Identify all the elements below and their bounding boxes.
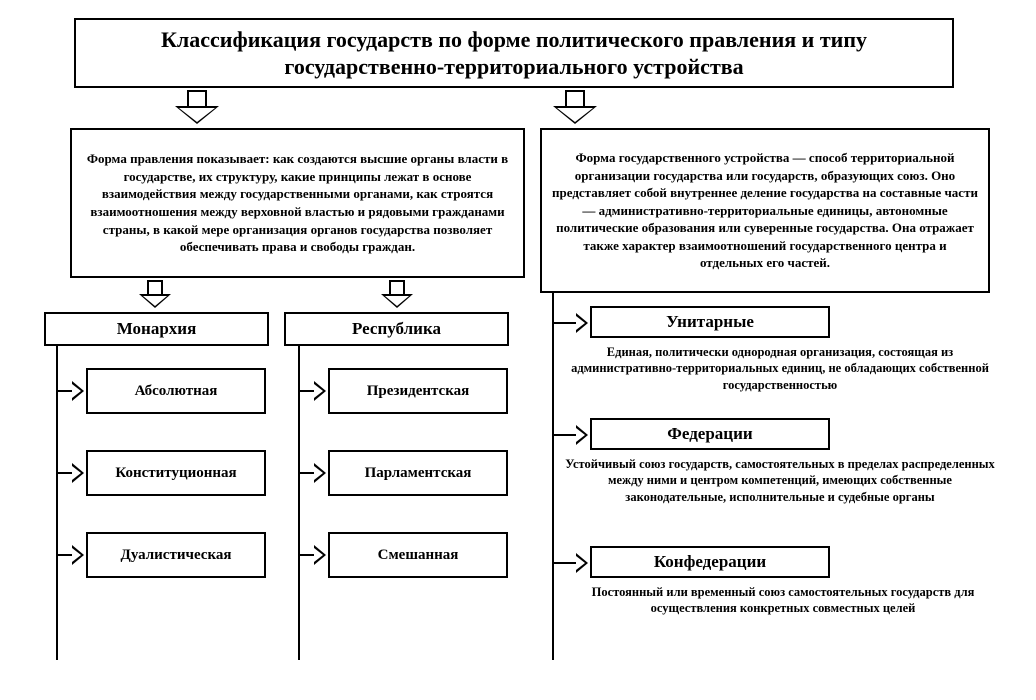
branch-monarchy: Монархия: [44, 312, 269, 346]
republic-item-label: Парламентская: [365, 465, 472, 482]
connector-line: [552, 293, 554, 660]
arrow-down-icon: [381, 294, 413, 308]
arrow-right-icon: [72, 545, 84, 565]
monarchy-item: Конституционная: [86, 450, 266, 496]
left-description-box: Форма правления показывает: как создаютс…: [70, 128, 525, 278]
connector-line: [552, 562, 578, 564]
right-description-box: Форма государственного устройства — спос…: [540, 128, 990, 293]
arrow-right-icon: [314, 545, 326, 565]
arrow-right-icon: [72, 463, 84, 483]
right-item-label: Унитарные: [666, 312, 754, 332]
right-item-label: Федерации: [667, 424, 752, 444]
right-item-label: Конфедерации: [654, 552, 766, 572]
right-item-box: Конфедерации: [590, 546, 830, 578]
right-description: Форма государственного устройства — спос…: [552, 149, 978, 272]
right-item-box: Федерации: [590, 418, 830, 450]
arrow-right-icon: [576, 313, 588, 333]
connector-line: [552, 322, 578, 324]
arrow-right-icon: [314, 463, 326, 483]
republic-item: Президентская: [328, 368, 508, 414]
monarchy-item: Абсолютная: [86, 368, 266, 414]
right-item-desc: Устойчивый союз государств, самостоятель…: [562, 456, 998, 505]
arrow-right-icon: [576, 553, 588, 573]
left-description: Форма правления показывает: как создаютс…: [82, 150, 513, 255]
republic-item-label: Президентская: [367, 383, 469, 400]
right-item-desc: Постоянный или временный союз самостояте…: [586, 584, 980, 617]
arrow-down-icon: [175, 106, 219, 124]
monarchy-label: Монархия: [117, 319, 197, 339]
title-box: Классификация государств по форме полити…: [74, 18, 954, 88]
republic-item-label: Смешанная: [378, 547, 459, 564]
connector-line: [298, 346, 300, 660]
republic-item: Парламентская: [328, 450, 508, 496]
monarchy-item-label: Дуалистическая: [121, 547, 232, 564]
monarchy-item: Дуалистическая: [86, 532, 266, 578]
arrow-right-icon: [576, 425, 588, 445]
monarchy-item-label: Абсолютная: [135, 383, 218, 400]
arrow-right-icon: [72, 381, 84, 401]
republic-label: Республика: [352, 319, 441, 339]
title-text: Классификация государств по форме полити…: [86, 26, 942, 81]
arrow-down-icon: [553, 106, 597, 124]
monarchy-item-label: Конституционная: [115, 465, 236, 482]
republic-item: Смешанная: [328, 532, 508, 578]
branch-republic: Республика: [284, 312, 509, 346]
right-item-box: Унитарные: [590, 306, 830, 338]
connector-line: [552, 434, 578, 436]
connector-line: [56, 346, 58, 660]
right-item-desc: Единая, политически однородная организац…: [570, 344, 990, 393]
arrow-right-icon: [314, 381, 326, 401]
arrow-down-icon: [139, 294, 171, 308]
